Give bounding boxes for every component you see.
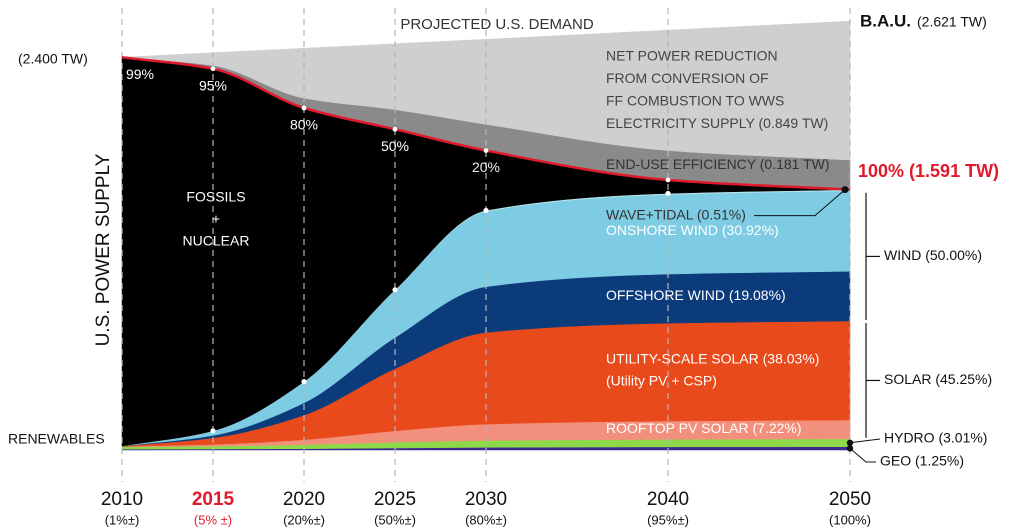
supply-dot [301, 105, 307, 111]
y-axis-label: U.S. POWER SUPPLY [93, 153, 114, 346]
overlay: 2010 (1%±) 2015 (5% ±) 2020 (20%±) 2025 (50%±) 2… [101, 8, 992, 527]
fossil-share-label: 20% [472, 159, 500, 175]
bau-value-label: (2.621 TW) [917, 14, 987, 30]
series-label: FF COMBUSTION TO WWS [606, 92, 784, 108]
renewable-dot [392, 287, 398, 293]
start-label: (2.400 TW) [18, 51, 88, 67]
x-tick-label: 2030 [465, 489, 507, 510]
leader-line [849, 447, 876, 463]
supply-dot [392, 126, 398, 132]
top-label: PROJECTED U.S. DEMAND [400, 16, 594, 33]
series-label: (Utility PV + CSP) [606, 372, 717, 388]
leader-line [754, 189, 846, 217]
x-tick-label: 2025 [374, 489, 416, 510]
x-tick-sublabel: (80%±) [465, 512, 507, 527]
x-tick-label: 2020 [283, 489, 325, 510]
series-label: GEO (1.25%) [880, 453, 964, 469]
series-label: NUCLEAR [183, 233, 250, 249]
supply-dot [665, 177, 671, 183]
supply-dot [483, 148, 489, 153]
renewable-dot [301, 379, 307, 385]
fossil-share-label: 99% [126, 66, 154, 82]
supply-dot [210, 66, 216, 72]
series-label: HYDRO (3.01%) [884, 430, 987, 446]
fossil-share-label: 50% [381, 138, 409, 154]
x-tick-label: 2040 [647, 489, 689, 510]
series-label: ONSHORE WIND (30.92%) [606, 222, 779, 238]
x-tick-sublabel: (5% ±) [194, 512, 232, 527]
series-label: ELECTRICITY SUPPLY (0.849 TW) [606, 115, 828, 131]
series-label: ROOFTOP PV SOLAR (7.22%) [606, 420, 802, 436]
solar-label: SOLAR (45.25%) [884, 371, 992, 387]
wind-label: WIND (50.00%) [884, 247, 982, 263]
end-label: 100% (1.591 TW) [858, 161, 999, 181]
supply-line [121, 56, 851, 191]
x-tick-label: 2015 [192, 489, 235, 510]
series-label: OFFSHORE WIND (19.08%) [606, 287, 786, 303]
x-tick-sublabel: (100%) [829, 512, 871, 527]
series-label: + [212, 211, 220, 227]
x-tick-sublabel: (95%±) [647, 512, 689, 527]
fossil-share-label: 95% [199, 77, 227, 93]
series-label: NET POWER REDUCTION [606, 47, 778, 63]
x-tick-sublabel: (1%±) [105, 512, 140, 527]
x-tick-label: 2010 [101, 489, 143, 510]
wave-dot [841, 186, 849, 194]
fossil-share-label: 80% [290, 117, 318, 133]
renewable-dot [483, 207, 489, 214]
x-tick-sublabel: (50%±) [374, 512, 416, 527]
x-tick-sublabel: (20%±) [283, 512, 325, 527]
renewables-label: RENEWABLES [8, 431, 105, 447]
bau-label: B.A.U. [860, 11, 911, 30]
x-tick-label: 2050 [829, 489, 871, 510]
series-label: FOSSILS [186, 189, 245, 205]
series-label: UTILITY-SCALE SOLAR (38.03%) [606, 350, 819, 366]
series-label: END-USE EFFICIENCY (0.181 TW) [606, 156, 830, 172]
renewable-dot [210, 428, 216, 434]
leader-line [849, 438, 881, 444]
series-label: FROM CONVERSION OF [606, 70, 769, 86]
series-label: WAVE+TIDAL (0.51%) [606, 206, 746, 222]
renewable-dot [665, 190, 671, 197]
